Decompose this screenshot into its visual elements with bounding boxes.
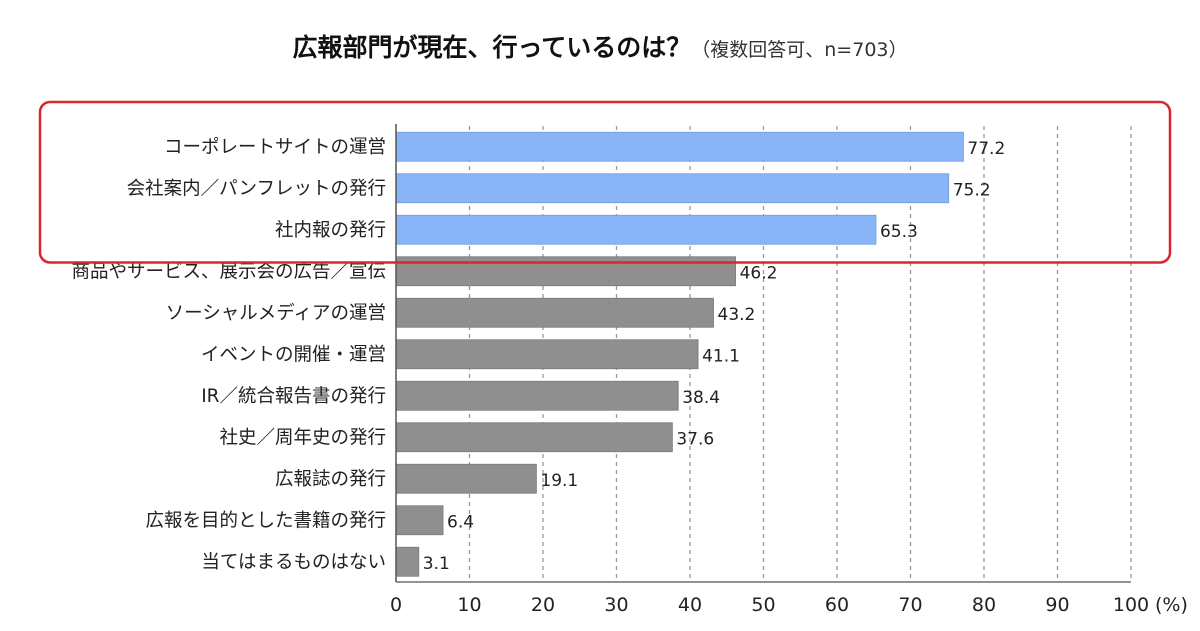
chart-title: 広報部門が現在、行っているのは？（複数回答可、n=703） xyxy=(0,28,1200,64)
category-label: 社内報の発行 xyxy=(275,220,386,241)
bar xyxy=(395,505,444,536)
category-label: 社史／周年史の発行 xyxy=(219,427,386,448)
category-label: 当てはまるものはない xyxy=(201,552,386,573)
x-tick-label: 70 xyxy=(898,594,922,616)
bar xyxy=(395,131,964,162)
value-label: 41.1 xyxy=(702,346,740,366)
category-label: コーポレートサイトの運営 xyxy=(164,137,386,158)
axes xyxy=(395,124,1131,583)
value-label: 3.1 xyxy=(423,554,450,574)
bar xyxy=(395,173,950,204)
category-label: 商品やサービス、展示会の広告／宣伝 xyxy=(71,261,386,282)
bar xyxy=(395,546,420,577)
bars xyxy=(395,131,964,577)
value-label: 19.1 xyxy=(540,471,578,491)
category-label: イベントの開催・運営 xyxy=(201,344,386,365)
category-label: ソーシャルメディアの運営 xyxy=(166,303,386,324)
value-label: 38.4 xyxy=(682,388,720,408)
bar xyxy=(395,380,679,411)
chart-title-main: 広報部門が現在、行っているのは？ xyxy=(292,33,692,62)
category-label: 広報を目的とした書籍の発行 xyxy=(145,510,386,531)
chart-subtitle: （複数回答可、n=703） xyxy=(691,39,908,61)
x-tick-label: 60 xyxy=(825,594,849,616)
bar xyxy=(395,297,714,328)
bar xyxy=(395,463,537,494)
x-axis-unit: (%) xyxy=(1155,594,1188,616)
x-tick-label: 30 xyxy=(604,594,628,616)
category-label: 会社案内／パンフレットの発行 xyxy=(127,178,386,199)
value-label: 37.6 xyxy=(676,429,714,449)
x-tick-label: 50 xyxy=(751,594,775,616)
value-label: 6.4 xyxy=(447,512,474,532)
category-label: 広報誌の発行 xyxy=(275,469,386,490)
highlight-box xyxy=(38,100,1172,264)
value-label: 46.2 xyxy=(740,263,778,283)
category-label: IR／統合報告書の発行 xyxy=(201,386,386,407)
x-tick-label: 100 xyxy=(1113,594,1149,616)
bar xyxy=(395,256,736,287)
x-tick-label: 20 xyxy=(531,594,555,616)
labels: コーポレートサイトの運営 77.2 会社案内／パンフレットの発行 75.2 社内報の発行… xyxy=(71,137,1187,616)
x-tick-label: 10 xyxy=(457,594,481,616)
x-tick-label: 80 xyxy=(972,594,996,616)
x-tick-label: 40 xyxy=(678,594,702,616)
bar xyxy=(395,422,673,453)
x-tick-label: 90 xyxy=(1045,594,1069,616)
x-tick-label: 0 xyxy=(390,594,402,616)
value-label: 43.2 xyxy=(718,305,756,325)
bar xyxy=(395,214,877,245)
bar xyxy=(395,339,699,370)
value-label: 65.3 xyxy=(880,222,918,242)
value-label: 75.2 xyxy=(953,180,991,200)
value-label: 77.2 xyxy=(967,139,1005,159)
